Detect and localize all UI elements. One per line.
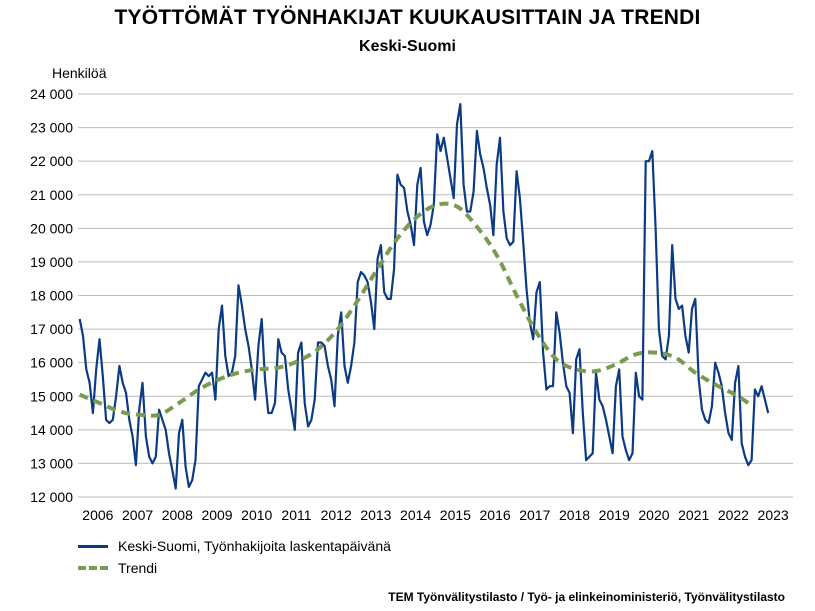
line-chart: 12 000 13 000 14 000 15 000 16 000 17 000 18 0…: [30, 65, 793, 523]
x-tick-label: 2019: [599, 507, 630, 523]
y-tick-label: 12 000: [30, 489, 73, 505]
y-tick-label: 21 000: [30, 187, 73, 203]
x-tick-label: 2016: [480, 507, 511, 523]
x-tick-label: 2020: [638, 507, 669, 523]
x-tick-label: 2009: [201, 507, 232, 523]
legend-label-series: Keski-Suomi, Työnhakijoita laskentapäivä…: [118, 538, 391, 554]
legend-item-series: Keski-Suomi, Työnhakijoita laskentapäivä…: [78, 536, 391, 556]
x-tick-label: 2006: [82, 507, 113, 523]
y-tick-label: 18 000: [30, 288, 73, 304]
x-tick-label: 2011: [281, 507, 311, 523]
x-tick-label: 2007: [122, 507, 153, 523]
x-tick-label: 2022: [718, 507, 749, 523]
y-axis-ticks: 12 000 13 000 14 000 15 000 16 000 17 000 18 0…: [30, 86, 73, 505]
x-tick-label: 2010: [241, 507, 272, 523]
chart-subtitle: Keski-Suomi: [359, 38, 456, 55]
x-tick-label: 2017: [519, 507, 550, 523]
y-tick-label: 16 000: [30, 355, 73, 371]
series-line-trend: [78, 201, 750, 418]
source-note: TEM Työnvälitystilasto / Työ- ja elinkei…: [388, 590, 785, 604]
legend-item-trend: Trendi: [78, 558, 391, 578]
y-tick-label: 22 000: [30, 153, 73, 169]
chart-title: TYÖTTÖMÄT TYÖNHAKIJAT KUUKAUSITTAIN JA T…: [114, 6, 701, 29]
y-tick-label: 17 000: [30, 321, 73, 337]
x-tick-label: 2015: [440, 507, 471, 523]
x-tick-label: 2012: [321, 507, 352, 523]
y-tick-label: 24 000: [30, 86, 73, 102]
x-tick-label: 2013: [360, 507, 391, 523]
legend-swatch-dashed: [78, 566, 108, 570]
x-tick-label: 2021: [678, 507, 709, 523]
legend-label-trend: Trendi: [118, 560, 158, 576]
y-tick-label: 20 000: [30, 220, 73, 236]
y-axis-label: Henkilöä: [52, 65, 107, 81]
y-tick-label: 15 000: [30, 388, 73, 404]
plot-area: [78, 102, 770, 490]
y-tick-label: 13 000: [30, 455, 73, 471]
x-axis-ticks: 2006 2007 2008 2009 2010 2011 2012 2013 2014 2015…: [82, 507, 789, 523]
legend-swatch-solid: [78, 544, 108, 548]
legend: Keski-Suomi, Työnhakijoita laskentapäivä…: [78, 536, 391, 580]
series-line-monthly: [78, 102, 770, 490]
y-tick-label: 23 000: [30, 120, 73, 136]
y-tick-label: 19 000: [30, 254, 73, 270]
y-tick-label: 14 000: [30, 422, 73, 438]
x-tick-label: 2023: [758, 507, 789, 523]
x-tick-label: 2014: [400, 507, 431, 523]
x-tick-label: 2018: [559, 507, 590, 523]
x-tick-label: 2008: [162, 507, 193, 523]
